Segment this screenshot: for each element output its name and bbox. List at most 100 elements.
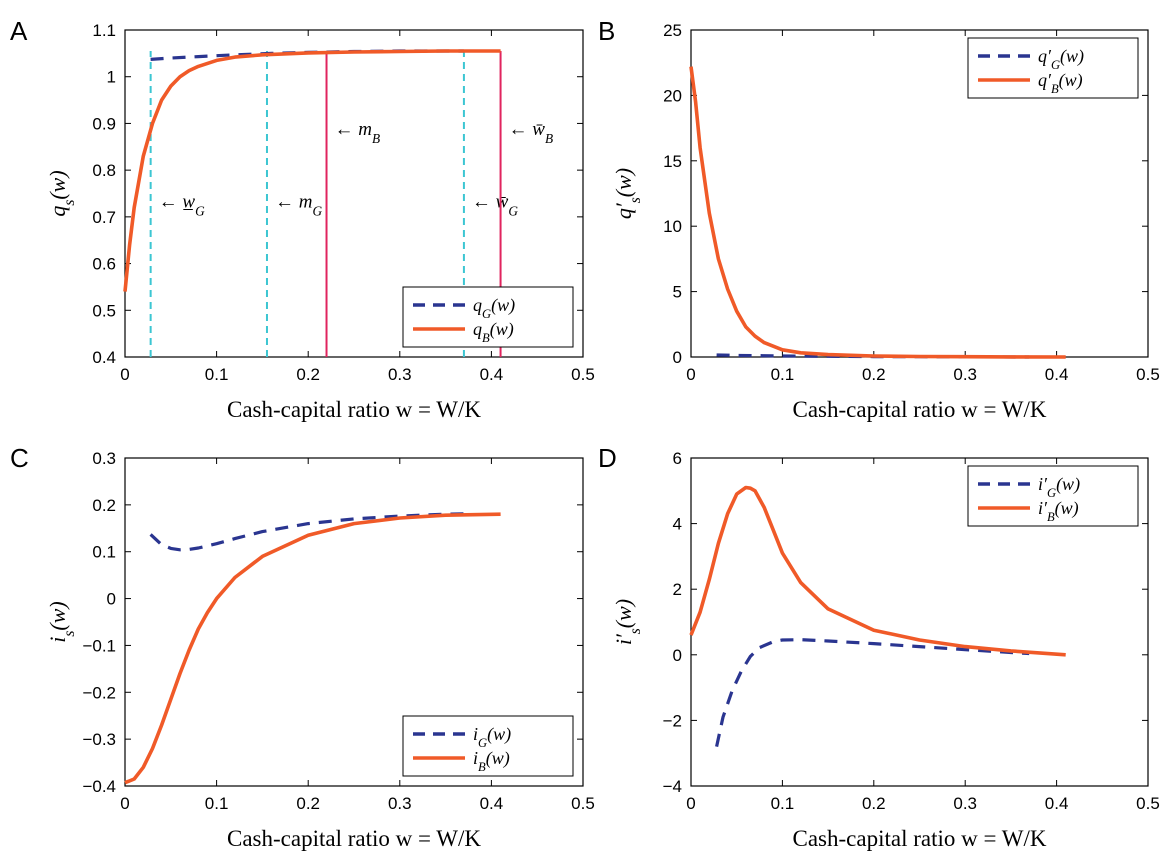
x-tick-label: 0.2 — [296, 794, 320, 813]
x-tick-label: 0.4 — [1045, 794, 1069, 813]
y-axis-label: is(w) — [45, 601, 78, 642]
x-axis-label: Cash-capital ratio w = W/K — [793, 397, 1047, 422]
y-tick-label: 0.2 — [92, 496, 116, 515]
panel-letter: C — [10, 443, 29, 473]
x-tick-label: 0.2 — [862, 365, 886, 384]
y-tick-label: 1 — [107, 68, 116, 87]
x-axis-label: Cash-capital ratio w = W/K — [793, 826, 1047, 851]
series-line-b — [689, 66, 1066, 359]
x-tick-label: 0.4 — [1045, 365, 1069, 384]
y-axis-label-group: q′s(w) — [611, 168, 644, 219]
series-line-b — [123, 49, 501, 292]
marker-label: ← w̄B — [509, 119, 554, 146]
panel-d: D 0 0.1 0.2 0.3 0.4 0.5 −4 −2 0 2 4 6 Cash-capital ra… — [598, 443, 1160, 851]
x-tick-label: 0 — [686, 794, 695, 813]
y-axis-label: qs(w) — [45, 170, 78, 216]
legend-entry: iB(w) — [473, 748, 510, 774]
y-tick-label: −0.1 — [82, 636, 116, 655]
x-tick-label: 0 — [120, 794, 129, 813]
x-tick-label: 0.2 — [862, 794, 886, 813]
y-tick-label: −0.2 — [82, 683, 116, 702]
x-tick-label: 0.3 — [953, 365, 977, 384]
y-tick-label: 0.4 — [92, 348, 116, 367]
y-tick-label: 2 — [673, 580, 682, 599]
y-tick-label: 25 — [663, 21, 682, 40]
marker-label: ← mG — [275, 192, 322, 219]
x-tick-label: 0.4 — [480, 794, 504, 813]
marker-label: ← w̄G — [472, 192, 518, 219]
y-tick-label: −2 — [663, 711, 682, 730]
y-tick-label: 0 — [673, 348, 682, 367]
y-tick-label: 0.1 — [92, 543, 116, 562]
x-tick-label: 0 — [120, 365, 129, 384]
series-line-g — [715, 638, 1030, 747]
legend-entry: q′B(w) — [1038, 70, 1083, 96]
y-tick-label: 5 — [673, 283, 682, 302]
legend-entry: q′G(w) — [1038, 46, 1084, 72]
panel-c: C 0 0.1 0.2 0.3 0.4 0.5 −0.4 −0.3 −0.2 −0.1 0 0.1 0.2… — [10, 443, 595, 851]
y-tick-label: −0.3 — [82, 730, 116, 749]
x-tick-label: 0.5 — [571, 794, 595, 813]
y-axis-label-group: i′s(w) — [611, 599, 644, 645]
y-tick-label: 10 — [663, 217, 682, 236]
y-axis-label: i′s(w) — [611, 599, 644, 645]
y-tick-label: −0.4 — [82, 777, 116, 796]
marker-label: ← w̲G — [159, 192, 205, 219]
panel-letter: D — [598, 443, 617, 473]
x-tick-label: 0.1 — [205, 794, 229, 813]
series-line-b — [124, 512, 501, 785]
y-axis-label-group: is(w) — [45, 601, 78, 642]
legend-box — [402, 715, 574, 777]
series-line-g — [149, 512, 464, 552]
legend-box — [967, 37, 1139, 99]
y-tick-label: 0 — [107, 590, 116, 609]
marker-label: ← mB — [335, 119, 381, 146]
legend: i′G(w)i′B(w) — [967, 465, 1139, 527]
y-tick-label: 0.8 — [92, 161, 116, 180]
legend-entry: qB(w) — [473, 319, 514, 345]
y-axis-label: q′s(w) — [611, 168, 644, 219]
x-tick-label: 0.5 — [571, 365, 595, 384]
y-tick-label: −4 — [663, 777, 682, 796]
y-tick-label: 20 — [663, 86, 682, 105]
legend: q′G(w)q′B(w) — [967, 37, 1139, 99]
y-tick-label: 15 — [663, 152, 682, 171]
x-tick-label: 0.1 — [205, 365, 229, 384]
y-tick-label: 4 — [673, 515, 682, 534]
y-axis-label-group: qs(w) — [45, 170, 78, 216]
panel-letter: B — [598, 16, 615, 46]
x-tick-label: 0.5 — [1136, 365, 1160, 384]
y-tick-label: 1.1 — [92, 21, 116, 40]
x-tick-label: 0.3 — [388, 365, 412, 384]
x-tick-label: 0.4 — [480, 365, 504, 384]
legend-box — [402, 286, 574, 348]
legend-entry: iG(w) — [473, 724, 511, 750]
x-axis-label: Cash-capital ratio w = W/K — [227, 826, 481, 851]
series-line-b — [689, 485, 1066, 657]
legend-entry: i′G(w) — [1038, 474, 1080, 500]
y-tick-label: 0.5 — [92, 301, 116, 320]
x-tick-label: 0.1 — [771, 365, 795, 384]
legend-box — [967, 465, 1139, 527]
y-tick-label: 0.9 — [92, 114, 116, 133]
panel-a: A 0 0.1 0.2 0.3 0.4 0.5 0.4 0.5 0.6 0.7 0.8 0.9 1 1.1 C… — [10, 16, 595, 422]
panel-letter: A — [10, 16, 28, 46]
y-tick-label: 0.6 — [92, 255, 116, 274]
x-tick-label: 0.2 — [296, 365, 320, 384]
plot-frame — [124, 457, 584, 787]
y-tick-label: 0 — [673, 646, 682, 665]
x-tick-label: 0.1 — [771, 794, 795, 813]
y-tick-label: 0.3 — [92, 449, 116, 468]
legend: iG(w)iB(w) — [402, 715, 574, 777]
x-axis-label: Cash-capital ratio w = W/K — [227, 397, 481, 422]
plot-frame — [124, 29, 584, 358]
x-tick-label: 0.3 — [388, 794, 412, 813]
x-tick-label: 0 — [686, 365, 695, 384]
y-tick-label: 6 — [673, 449, 682, 468]
plot-frame — [690, 457, 1149, 787]
legend: qG(w)qB(w) — [402, 286, 574, 348]
y-tick-label: 0.7 — [92, 208, 116, 227]
legend-entry: qG(w) — [473, 295, 515, 321]
x-tick-label: 0.5 — [1136, 794, 1160, 813]
